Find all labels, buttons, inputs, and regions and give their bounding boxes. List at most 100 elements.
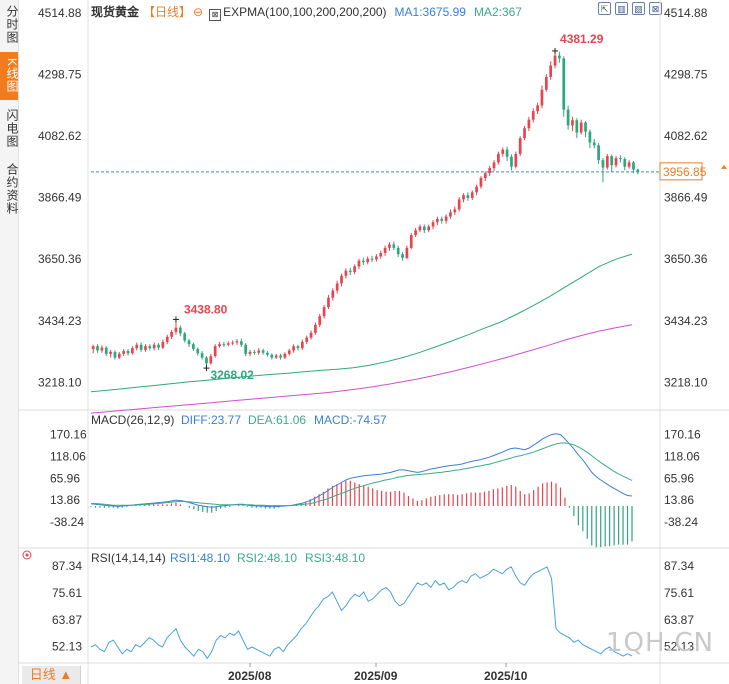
candle-body [283, 353, 287, 358]
chart-header: 现货黄金 【日线】 ⊖ ⊠ EXPMA(100,100,200,200,200) MA1:… [91, 3, 526, 21]
x-axis-label: 2025/10 [484, 669, 528, 683]
indicator-label: EXPMA(100,100,200,200,200) [223, 5, 387, 19]
candle-body [379, 253, 383, 257]
candle-body [135, 344, 139, 349]
candle-body [584, 122, 587, 132]
candle-body [244, 344, 248, 354]
rsi1-label: RSI1:48.10 [170, 551, 230, 565]
candle-body [566, 109, 570, 126]
candle-body [462, 195, 465, 200]
macd-tick-right: 65.96 [664, 471, 694, 485]
close-icon[interactable]: ⊠ [649, 2, 662, 15]
price-tick-right: 4514.88 [664, 6, 708, 20]
sidebar-bottom [0, 663, 18, 684]
candle-body [183, 333, 187, 341]
rsi-tick-right: 52.13 [664, 640, 694, 654]
local-high-label: 3438.80 [184, 302, 228, 316]
sidebar-tab-2[interactable]: 闪电图 [5, 108, 19, 148]
candle-body [409, 235, 413, 248]
candle-body [375, 256, 378, 260]
candle-body [296, 346, 300, 349]
rsi-settings-icon[interactable] [22, 550, 32, 560]
candle-body [340, 275, 343, 284]
candle-body [161, 341, 165, 348]
candle-body [274, 355, 278, 358]
rsi-title: RSI(14,14,14) [91, 551, 166, 565]
x-axis-label: 2025/09 [354, 669, 398, 683]
candle-body [270, 354, 274, 358]
candle-body [213, 346, 217, 357]
candle-body [305, 337, 309, 342]
macd-dea-line [91, 442, 633, 507]
rsi-tick-right: 75.61 [664, 586, 694, 600]
candle-body [540, 89, 544, 106]
candle-body [222, 344, 226, 346]
candle-body [248, 351, 252, 354]
period-tag: 【日线】 [143, 5, 192, 19]
price-tick-left: 4082.62 [38, 129, 82, 143]
ma1-label: MA1:3675.99 [394, 5, 466, 19]
layout-icon[interactable]: ▥ [615, 2, 628, 15]
candle-body [174, 327, 178, 332]
candle-body [388, 244, 391, 248]
indicator-selector[interactable]: ⊠ [209, 9, 222, 21]
candle-body [126, 351, 130, 354]
x-axis-label: 2025/08 [228, 669, 272, 683]
instrument-name: 现货黄金 [91, 5, 140, 19]
ma2-line [90, 324, 633, 414]
sidebar-tab-1[interactable]: K线图 [0, 52, 19, 100]
high-label: 4381.29 [560, 32, 604, 46]
rsi-tick-right: 87.34 [664, 559, 694, 573]
candle-body [117, 353, 121, 358]
candle-body [357, 260, 361, 267]
candle-body [231, 342, 234, 344]
candle-body [131, 348, 134, 354]
price-tick-left: 3650.36 [38, 252, 82, 266]
candle-body [122, 351, 126, 354]
candle-body [492, 162, 496, 169]
candle-body [632, 162, 635, 170]
candle-body [401, 254, 404, 258]
low-label: 3268.02 [210, 368, 254, 382]
candle-body [422, 226, 426, 231]
candle-body [536, 105, 539, 112]
candle-body [344, 270, 348, 276]
candle-body [483, 173, 487, 179]
candle-body [396, 247, 400, 255]
macd-title: MACD(26,12,9) [91, 413, 174, 427]
candle-body [366, 258, 370, 263]
candle-body [353, 266, 356, 273]
period-selector-button[interactable]: 日线 ▲ [22, 666, 81, 684]
candle-body [510, 156, 513, 167]
price-arrow-icon [721, 164, 727, 169]
candle-body [309, 332, 313, 338]
candle-body [196, 349, 200, 354]
watermark: 1QH.CN [606, 628, 714, 658]
expand-icon[interactable]: ⇱ [598, 2, 611, 15]
candle-body [370, 258, 374, 260]
candle-body [575, 120, 579, 133]
ma1-line [90, 253, 633, 393]
candle-body [292, 346, 295, 351]
candle-body [518, 138, 522, 154]
candle-body [466, 195, 470, 199]
current-price-badge [659, 162, 703, 181]
indicator-icon[interactable]: ▧ [632, 2, 645, 15]
settings-icon[interactable]: ⊖ [193, 5, 204, 19]
candle-body [253, 351, 256, 353]
sidebar-tab-0[interactable]: 分时图 [5, 4, 19, 44]
candle-body [627, 162, 631, 167]
candle-body [113, 351, 117, 358]
sidebar-tab-3[interactable]: 合约资料 [5, 163, 19, 215]
candle-body [104, 347, 108, 354]
candle-body [314, 324, 317, 333]
candle-body [322, 307, 326, 317]
macd-dea-label: DEA:61.06 [248, 413, 306, 427]
macd-tick-right: 170.16 [664, 428, 701, 442]
candle-body [152, 344, 156, 349]
macd-tick-right: 118.06 [664, 449, 700, 463]
price-tick-left: 4514.88 [38, 6, 82, 20]
candle-body [205, 357, 208, 364]
candle-body [444, 216, 448, 221]
